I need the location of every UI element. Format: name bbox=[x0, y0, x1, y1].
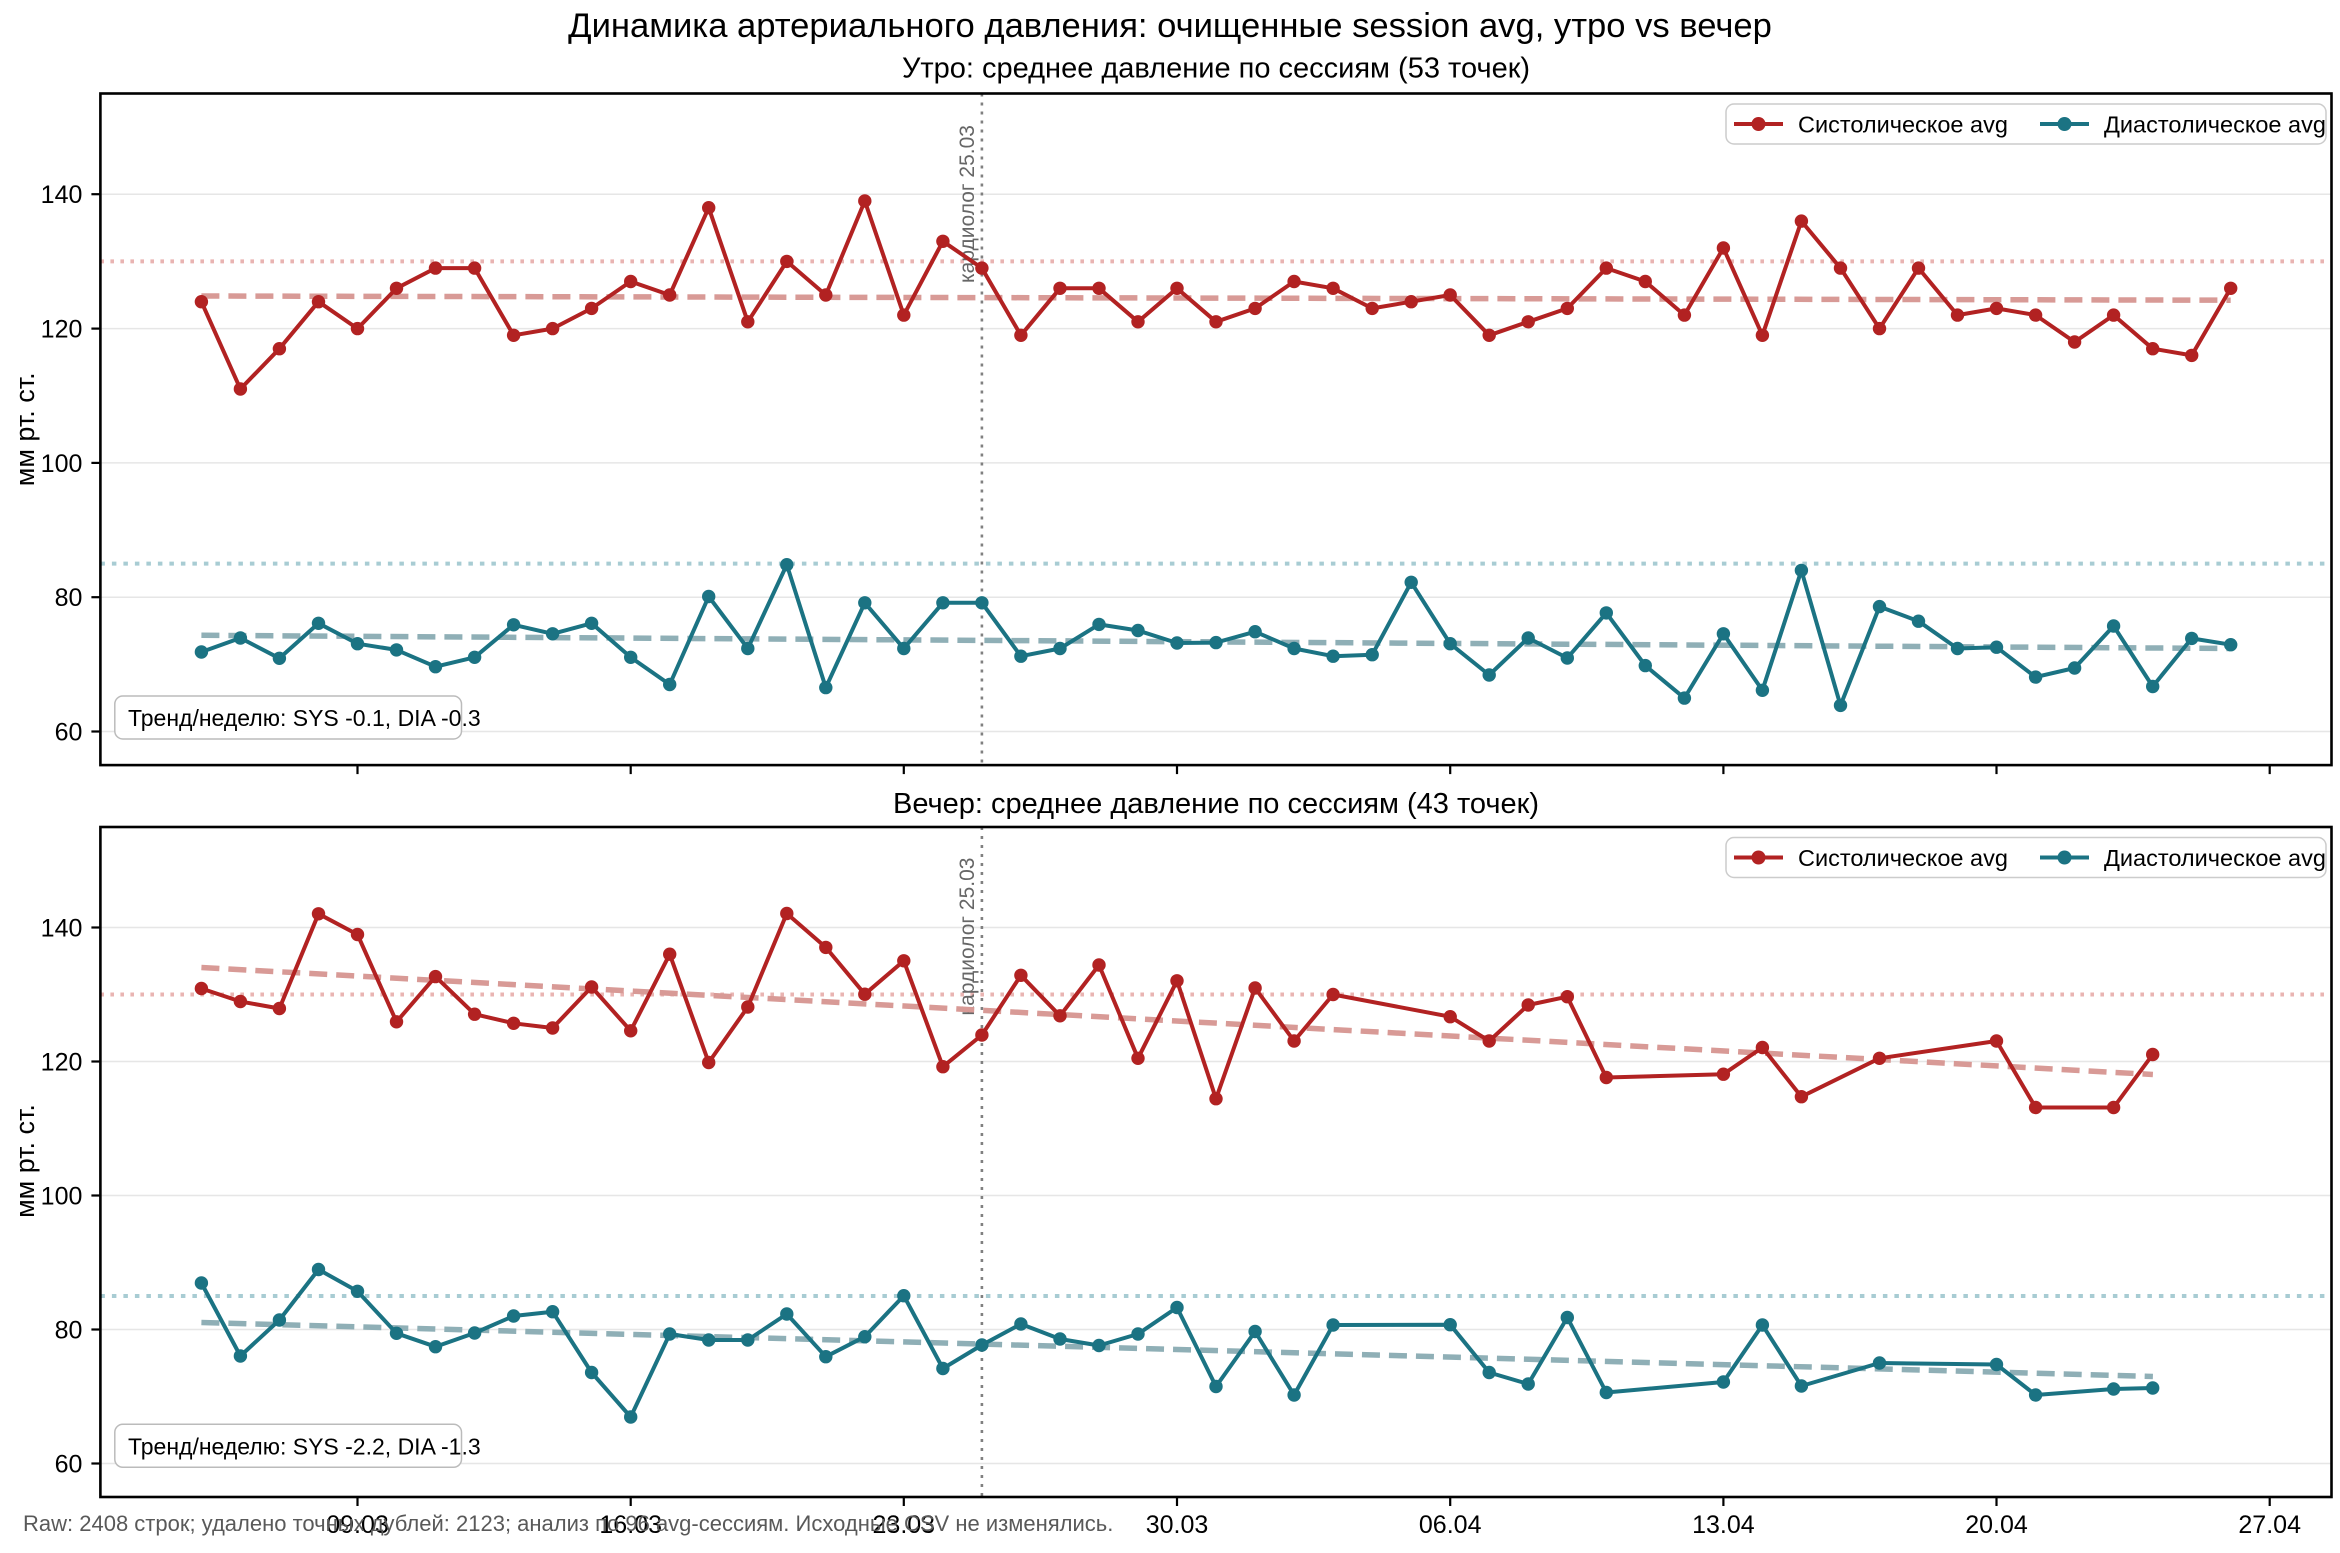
svg-text:120: 120 bbox=[41, 1049, 83, 1077]
svg-text:120: 120 bbox=[41, 316, 83, 344]
svg-text:мм рт. ст.: мм рт. ст. bbox=[10, 1104, 40, 1218]
svg-text:140: 140 bbox=[41, 181, 83, 209]
svg-text:Систолическое avg: Систолическое avg bbox=[1798, 845, 2008, 871]
svg-text:Raw: 2408 строк; удалено точны: Raw: 2408 строк; удалено точных дублей: … bbox=[23, 1511, 1113, 1536]
svg-text:Вечер: среднее давление по сес: Вечер: среднее давление по сессиям (43 т… bbox=[893, 788, 1539, 820]
svg-text:Диастолическое avg: Диастолическое avg bbox=[2104, 112, 2326, 138]
svg-text:мм рт. ст.: мм рт. ст. bbox=[10, 372, 40, 486]
svg-text:60: 60 bbox=[55, 1451, 83, 1479]
svg-text:Тренд/неделю: SYS -0.1, DIA -0: Тренд/неделю: SYS -0.1, DIA -0.3 bbox=[128, 705, 481, 731]
svg-text:Утро: среднее давление по сесс: Утро: среднее давление по сессиям (53 то… bbox=[902, 53, 1530, 85]
svg-text:23.03: 23.03 bbox=[873, 1511, 936, 1539]
svg-text:27.04: 27.04 bbox=[2238, 1511, 2301, 1539]
svg-text:кардиолог 25.03: кардиолог 25.03 bbox=[956, 125, 979, 283]
svg-text:Систолическое avg: Систолическое avg bbox=[1798, 112, 2008, 138]
svg-text:30.03: 30.03 bbox=[1146, 1511, 1209, 1539]
svg-text:60: 60 bbox=[55, 719, 83, 747]
svg-text:100: 100 bbox=[41, 1183, 83, 1211]
svg-text:09.03: 09.03 bbox=[326, 1511, 389, 1539]
svg-text:20.04: 20.04 bbox=[1965, 1511, 2028, 1539]
svg-text:Тренд/неделю: SYS -2.2, DIA -1: Тренд/неделю: SYS -2.2, DIA -1.3 bbox=[128, 1433, 481, 1459]
svg-text:140: 140 bbox=[41, 915, 83, 943]
svg-text:кардиолог 25.03: кардиолог 25.03 bbox=[956, 858, 979, 1016]
svg-text:06.04: 06.04 bbox=[1419, 1511, 1482, 1539]
svg-text:100: 100 bbox=[41, 450, 83, 478]
svg-text:Динамика артериального давлени: Динамика артериального давления: очищенн… bbox=[568, 7, 1772, 45]
svg-text:80: 80 bbox=[55, 584, 83, 612]
svg-text:80: 80 bbox=[55, 1317, 83, 1345]
svg-text:13.04: 13.04 bbox=[1692, 1511, 1755, 1539]
svg-text:16.03: 16.03 bbox=[599, 1511, 662, 1539]
svg-text:Диастолическое avg: Диастолическое avg bbox=[2104, 845, 2326, 871]
